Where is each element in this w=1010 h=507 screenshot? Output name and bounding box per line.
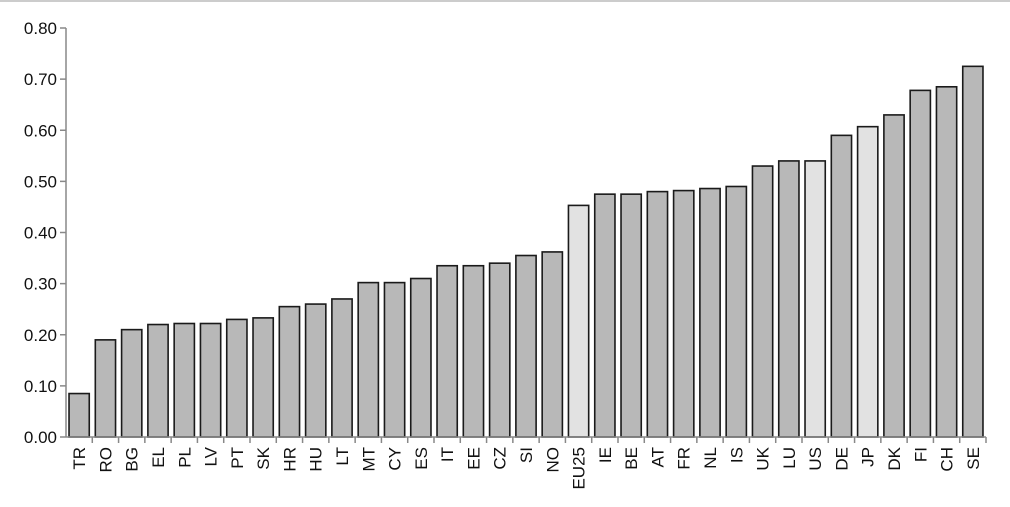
x-tick-label-be: BE <box>622 447 641 470</box>
x-tick-label-ch: CH <box>938 447 957 472</box>
x-tick-label-dk: DK <box>885 446 904 470</box>
y-tick-label: 0.00 <box>24 428 57 447</box>
x-tick-label-se: SE <box>964 447 983 470</box>
x-tick-label-ro: RO <box>96 447 115 473</box>
bar-sk <box>252 317 275 438</box>
bar-uk <box>751 165 774 438</box>
bar-tr <box>68 392 91 438</box>
bar-at <box>646 190 669 438</box>
bar-jp <box>856 125 879 438</box>
x-tick-label-jp: JP <box>859 447 878 467</box>
bar-es <box>409 277 432 438</box>
x-tick-label-ee: EE <box>464 447 483 470</box>
bar-bg <box>120 328 143 438</box>
x-tick-label-sk: SK <box>254 446 273 469</box>
bar-lu <box>777 160 800 438</box>
y-tick-label: 0.30 <box>24 275 57 294</box>
x-tick-label-nl: NL <box>701 447 720 469</box>
x-tick-label-uk: UK <box>754 446 773 470</box>
bar-ie <box>593 193 616 438</box>
y-tick-label: 0.50 <box>24 172 57 191</box>
y-tick-label: 0.70 <box>24 70 57 89</box>
bar-el <box>147 323 169 438</box>
bar-be <box>620 193 643 438</box>
x-tick-label-bg: BG <box>123 447 142 472</box>
x-tick-label-fi: FI <box>911 447 930 462</box>
x-tick-label-lu: LU <box>780 447 799 469</box>
x-tick-label-cy: CY <box>386 447 405 471</box>
bar-mt <box>357 281 380 438</box>
y-ticks-group: 0.00 0.10 0.20 0.30 0.40 0.50 0.60 0.70 0.80 <box>24 19 66 447</box>
bar-cz <box>488 262 511 438</box>
bar-pl <box>173 322 196 438</box>
y-tick-label: 0.40 <box>24 224 57 243</box>
y-tick-label: 0.10 <box>24 377 57 396</box>
x-labels-group: TR RO BG EL PL LV PT SK HR HU LT MT CY ES IT EE CZ SI NO EU… <box>70 437 987 490</box>
x-tick-label-el: EL <box>149 447 168 468</box>
bar-fr <box>672 189 695 438</box>
bar-it <box>436 264 459 438</box>
x-tick-label-at: AT <box>648 447 667 467</box>
x-tick-label-mt: MT <box>359 447 378 472</box>
bar-lt <box>331 298 353 438</box>
y-tick-label: 0.20 <box>24 326 57 345</box>
x-tick-label-tr: TR <box>70 447 89 470</box>
bar-ro <box>94 339 117 438</box>
x-tick-label-lt: LT <box>333 447 352 466</box>
bar-hr <box>278 305 301 438</box>
x-tick-label-pt: PT <box>228 447 247 469</box>
bar-lv <box>199 322 222 438</box>
x-tick-label-no: NO <box>543 447 562 473</box>
y-tick-label: 0.60 <box>24 121 57 140</box>
bar-de <box>830 134 853 438</box>
x-tick-label-it: IT <box>438 447 457 462</box>
x-tick-label-pl: PL <box>175 447 194 468</box>
x-tick-label-is: IS <box>727 447 746 463</box>
x-tick-label-cz: CZ <box>491 447 510 470</box>
x-tick-label-fr: FR <box>675 447 694 470</box>
x-tick-label-hr: HR <box>280 447 299 472</box>
bar-ee <box>462 264 485 438</box>
bar-ch <box>935 85 958 438</box>
x-tick-label-es: ES <box>412 447 431 470</box>
bars-group <box>68 65 984 438</box>
y-tick-label: 0.80 <box>24 19 57 38</box>
bar-si <box>515 254 537 438</box>
bar-eu25 <box>567 204 590 438</box>
bar-hu <box>304 303 327 438</box>
bar-se <box>961 65 984 438</box>
bar-cy <box>383 281 406 438</box>
bar-nl <box>699 187 721 438</box>
x-tick-label-de: DE <box>832 447 851 471</box>
bar-dk <box>883 114 905 438</box>
x-tick-label-lv: LV <box>202 446 221 466</box>
bar-pt <box>225 318 248 438</box>
x-tick-label-hu: HU <box>307 447 326 472</box>
x-tick-label-eu25: EU25 <box>570 447 589 490</box>
bar-is <box>725 185 748 438</box>
x-tick-label-us: US <box>806 447 825 471</box>
bar-no <box>541 251 564 438</box>
bar-us <box>804 160 827 438</box>
x-tick-label-ie: IE <box>596 447 615 463</box>
bar-fi <box>909 89 932 438</box>
x-tick-label-si: SI <box>517 447 536 463</box>
